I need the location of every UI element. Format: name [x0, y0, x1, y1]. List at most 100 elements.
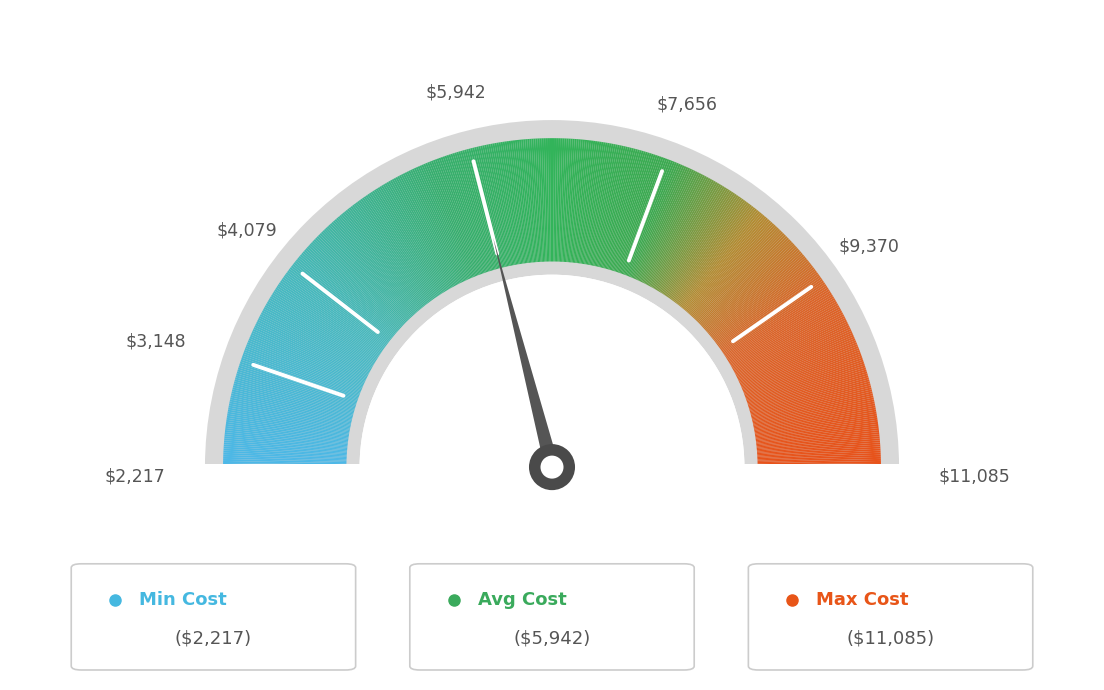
Wedge shape [714, 267, 815, 344]
Wedge shape [737, 329, 851, 382]
Wedge shape [369, 193, 439, 297]
Wedge shape [227, 411, 351, 434]
Text: $2,217: $2,217 [105, 467, 166, 485]
Wedge shape [286, 272, 388, 347]
Wedge shape [486, 144, 512, 267]
Wedge shape [259, 314, 371, 373]
Wedge shape [232, 391, 353, 422]
Wedge shape [752, 406, 875, 430]
Wedge shape [756, 455, 881, 461]
Wedge shape [744, 357, 863, 400]
Wedge shape [713, 266, 814, 343]
Wedge shape [692, 229, 781, 320]
Text: ($5,942): ($5,942) [513, 629, 591, 647]
Wedge shape [507, 141, 526, 265]
Wedge shape [709, 256, 806, 337]
Wedge shape [745, 364, 864, 404]
Wedge shape [584, 142, 605, 266]
Wedge shape [666, 194, 736, 299]
Wedge shape [244, 350, 361, 395]
Wedge shape [225, 430, 349, 445]
Wedge shape [458, 151, 495, 272]
Wedge shape [223, 463, 348, 466]
Wedge shape [577, 141, 595, 265]
Wedge shape [330, 223, 415, 317]
Wedge shape [740, 340, 857, 390]
Wedge shape [502, 141, 522, 266]
Wedge shape [338, 216, 420, 313]
Wedge shape [540, 138, 545, 264]
Wedge shape [740, 337, 854, 387]
Wedge shape [319, 233, 408, 323]
Wedge shape [733, 314, 845, 373]
Wedge shape [755, 436, 880, 449]
Wedge shape [252, 331, 367, 384]
Text: $3,148: $3,148 [126, 333, 187, 351]
Wedge shape [528, 139, 538, 264]
Wedge shape [205, 120, 899, 467]
Wedge shape [348, 263, 756, 467]
Wedge shape [224, 436, 349, 449]
Wedge shape [746, 366, 866, 405]
Wedge shape [273, 291, 380, 359]
Wedge shape [698, 237, 789, 326]
Wedge shape [562, 139, 571, 264]
Wedge shape [565, 139, 575, 264]
Wedge shape [226, 417, 350, 437]
Wedge shape [416, 167, 469, 282]
Wedge shape [453, 153, 491, 273]
Wedge shape [433, 160, 479, 277]
Wedge shape [750, 384, 871, 416]
Wedge shape [223, 461, 348, 464]
Wedge shape [384, 183, 449, 292]
Wedge shape [464, 150, 499, 270]
Wedge shape [749, 377, 869, 413]
Wedge shape [241, 357, 360, 400]
Wedge shape [363, 196, 436, 300]
Wedge shape [352, 205, 429, 305]
Polygon shape [493, 237, 559, 489]
Wedge shape [599, 147, 629, 269]
Wedge shape [734, 318, 846, 375]
Wedge shape [233, 384, 354, 416]
Wedge shape [752, 404, 875, 429]
Wedge shape [454, 152, 492, 273]
Wedge shape [542, 138, 546, 264]
Text: Avg Cost: Avg Cost [478, 591, 566, 609]
Wedge shape [294, 262, 392, 341]
Wedge shape [410, 170, 465, 283]
Wedge shape [711, 261, 809, 340]
Wedge shape [571, 139, 585, 264]
Wedge shape [237, 368, 358, 406]
Wedge shape [686, 219, 769, 314]
Wedge shape [243, 352, 361, 397]
Wedge shape [643, 172, 700, 285]
Wedge shape [266, 303, 375, 366]
Wedge shape [558, 138, 562, 264]
Wedge shape [601, 148, 631, 269]
Wedge shape [756, 463, 881, 466]
Wedge shape [566, 139, 576, 264]
Wedge shape [710, 259, 808, 339]
Wedge shape [224, 440, 349, 452]
Wedge shape [730, 307, 840, 369]
Wedge shape [225, 424, 350, 442]
Wedge shape [309, 244, 403, 329]
Wedge shape [745, 359, 863, 402]
Wedge shape [350, 206, 428, 306]
Wedge shape [652, 181, 715, 290]
Wedge shape [611, 152, 648, 272]
Wedge shape [576, 141, 593, 265]
Wedge shape [701, 244, 795, 329]
Wedge shape [690, 224, 776, 317]
Wedge shape [247, 342, 363, 391]
Wedge shape [312, 240, 404, 328]
Wedge shape [258, 318, 370, 375]
Wedge shape [533, 139, 542, 264]
Wedge shape [725, 295, 834, 361]
Wedge shape [298, 256, 395, 337]
Wedge shape [485, 145, 511, 268]
Wedge shape [478, 146, 508, 268]
Wedge shape [254, 325, 368, 380]
Wedge shape [719, 279, 822, 351]
